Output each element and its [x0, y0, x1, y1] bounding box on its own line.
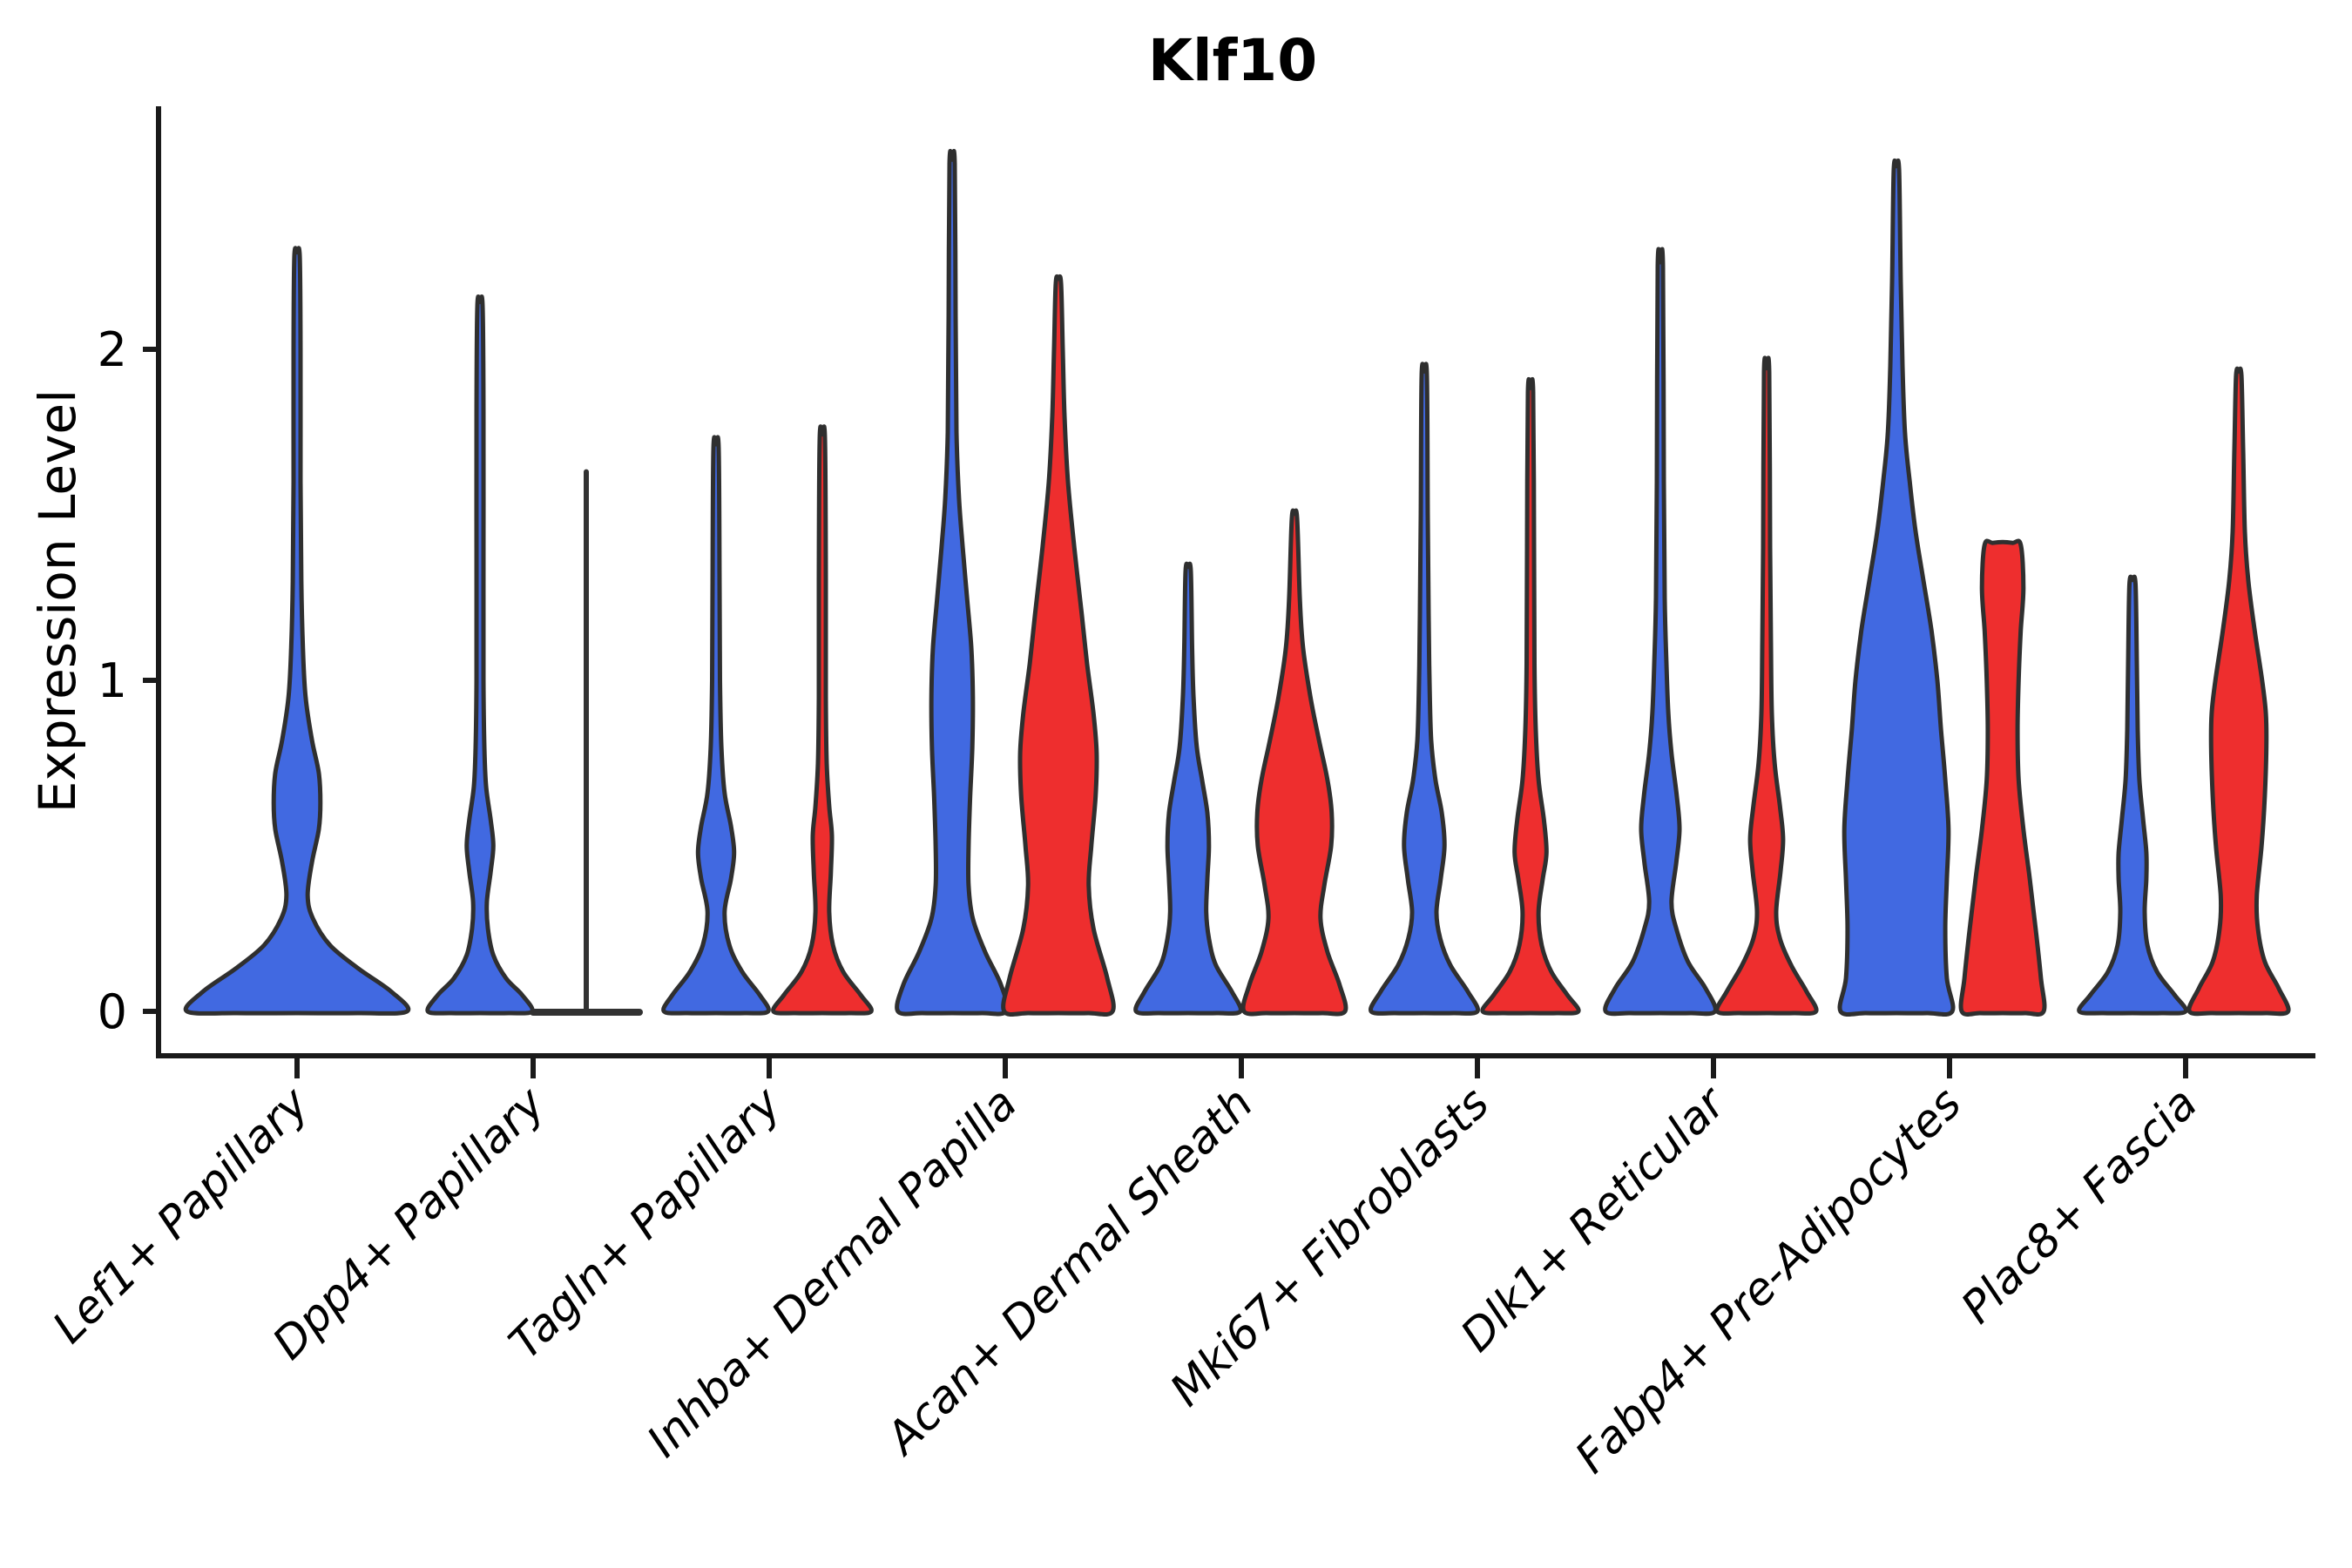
x-tick-label-fabp4-pre-adipocytes: Fabp4+ Pre-Adipocytes: [1566, 1078, 1972, 1484]
violin-fabp4-pre-adipocytes-red: [1958, 538, 2047, 1017]
x-tick-label-plac8-fascia: Plac8+ Fascia: [1952, 1078, 2208, 1334]
violin-inhba-dermal-papilla-blue: [895, 148, 1010, 1017]
violin-fabp4-pre-adipocytes-blue: [1837, 158, 1956, 1017]
violin-dlk1-reticular-red: [1714, 355, 1819, 1016]
violin-tagln-papillary-red: [771, 424, 874, 1016]
violin-mki67-fibroblasts-red: [1480, 376, 1581, 1016]
violin-plac8-fascia-red: [2186, 366, 2291, 1017]
y-tick-label-0: 0: [98, 984, 127, 1039]
y-tick-label-2: 2: [98, 322, 127, 377]
violin-mki67-fibroblasts-blue: [1369, 362, 1480, 1016]
y-axis-label: Expression Level: [28, 389, 87, 813]
violin-acan-dermal-sheath-blue: [1133, 561, 1243, 1016]
violin-tagln-papillary-blue: [661, 435, 771, 1016]
violin-dpp4-papillary-blue: [425, 294, 535, 1016]
x-tick-label-lef1-papillary: Lef1+ Papillary: [44, 1078, 320, 1354]
violin-inhba-dermal-papilla-red: [1001, 274, 1116, 1017]
violin-lef1-papillary-blue: [183, 246, 411, 1016]
violin-dlk1-reticular-blue: [1603, 247, 1718, 1017]
violins-group: [183, 148, 2291, 1017]
plot-title: Klf10: [1148, 27, 1317, 94]
y-tick-label-1: 1: [98, 653, 127, 708]
violin-acan-dermal-sheath-red: [1240, 508, 1348, 1017]
axes-group: [156, 106, 2315, 1058]
y-ticks-group: 0 1 2: [98, 322, 159, 1039]
violin-plac8-fascia-blue: [2077, 574, 2188, 1016]
